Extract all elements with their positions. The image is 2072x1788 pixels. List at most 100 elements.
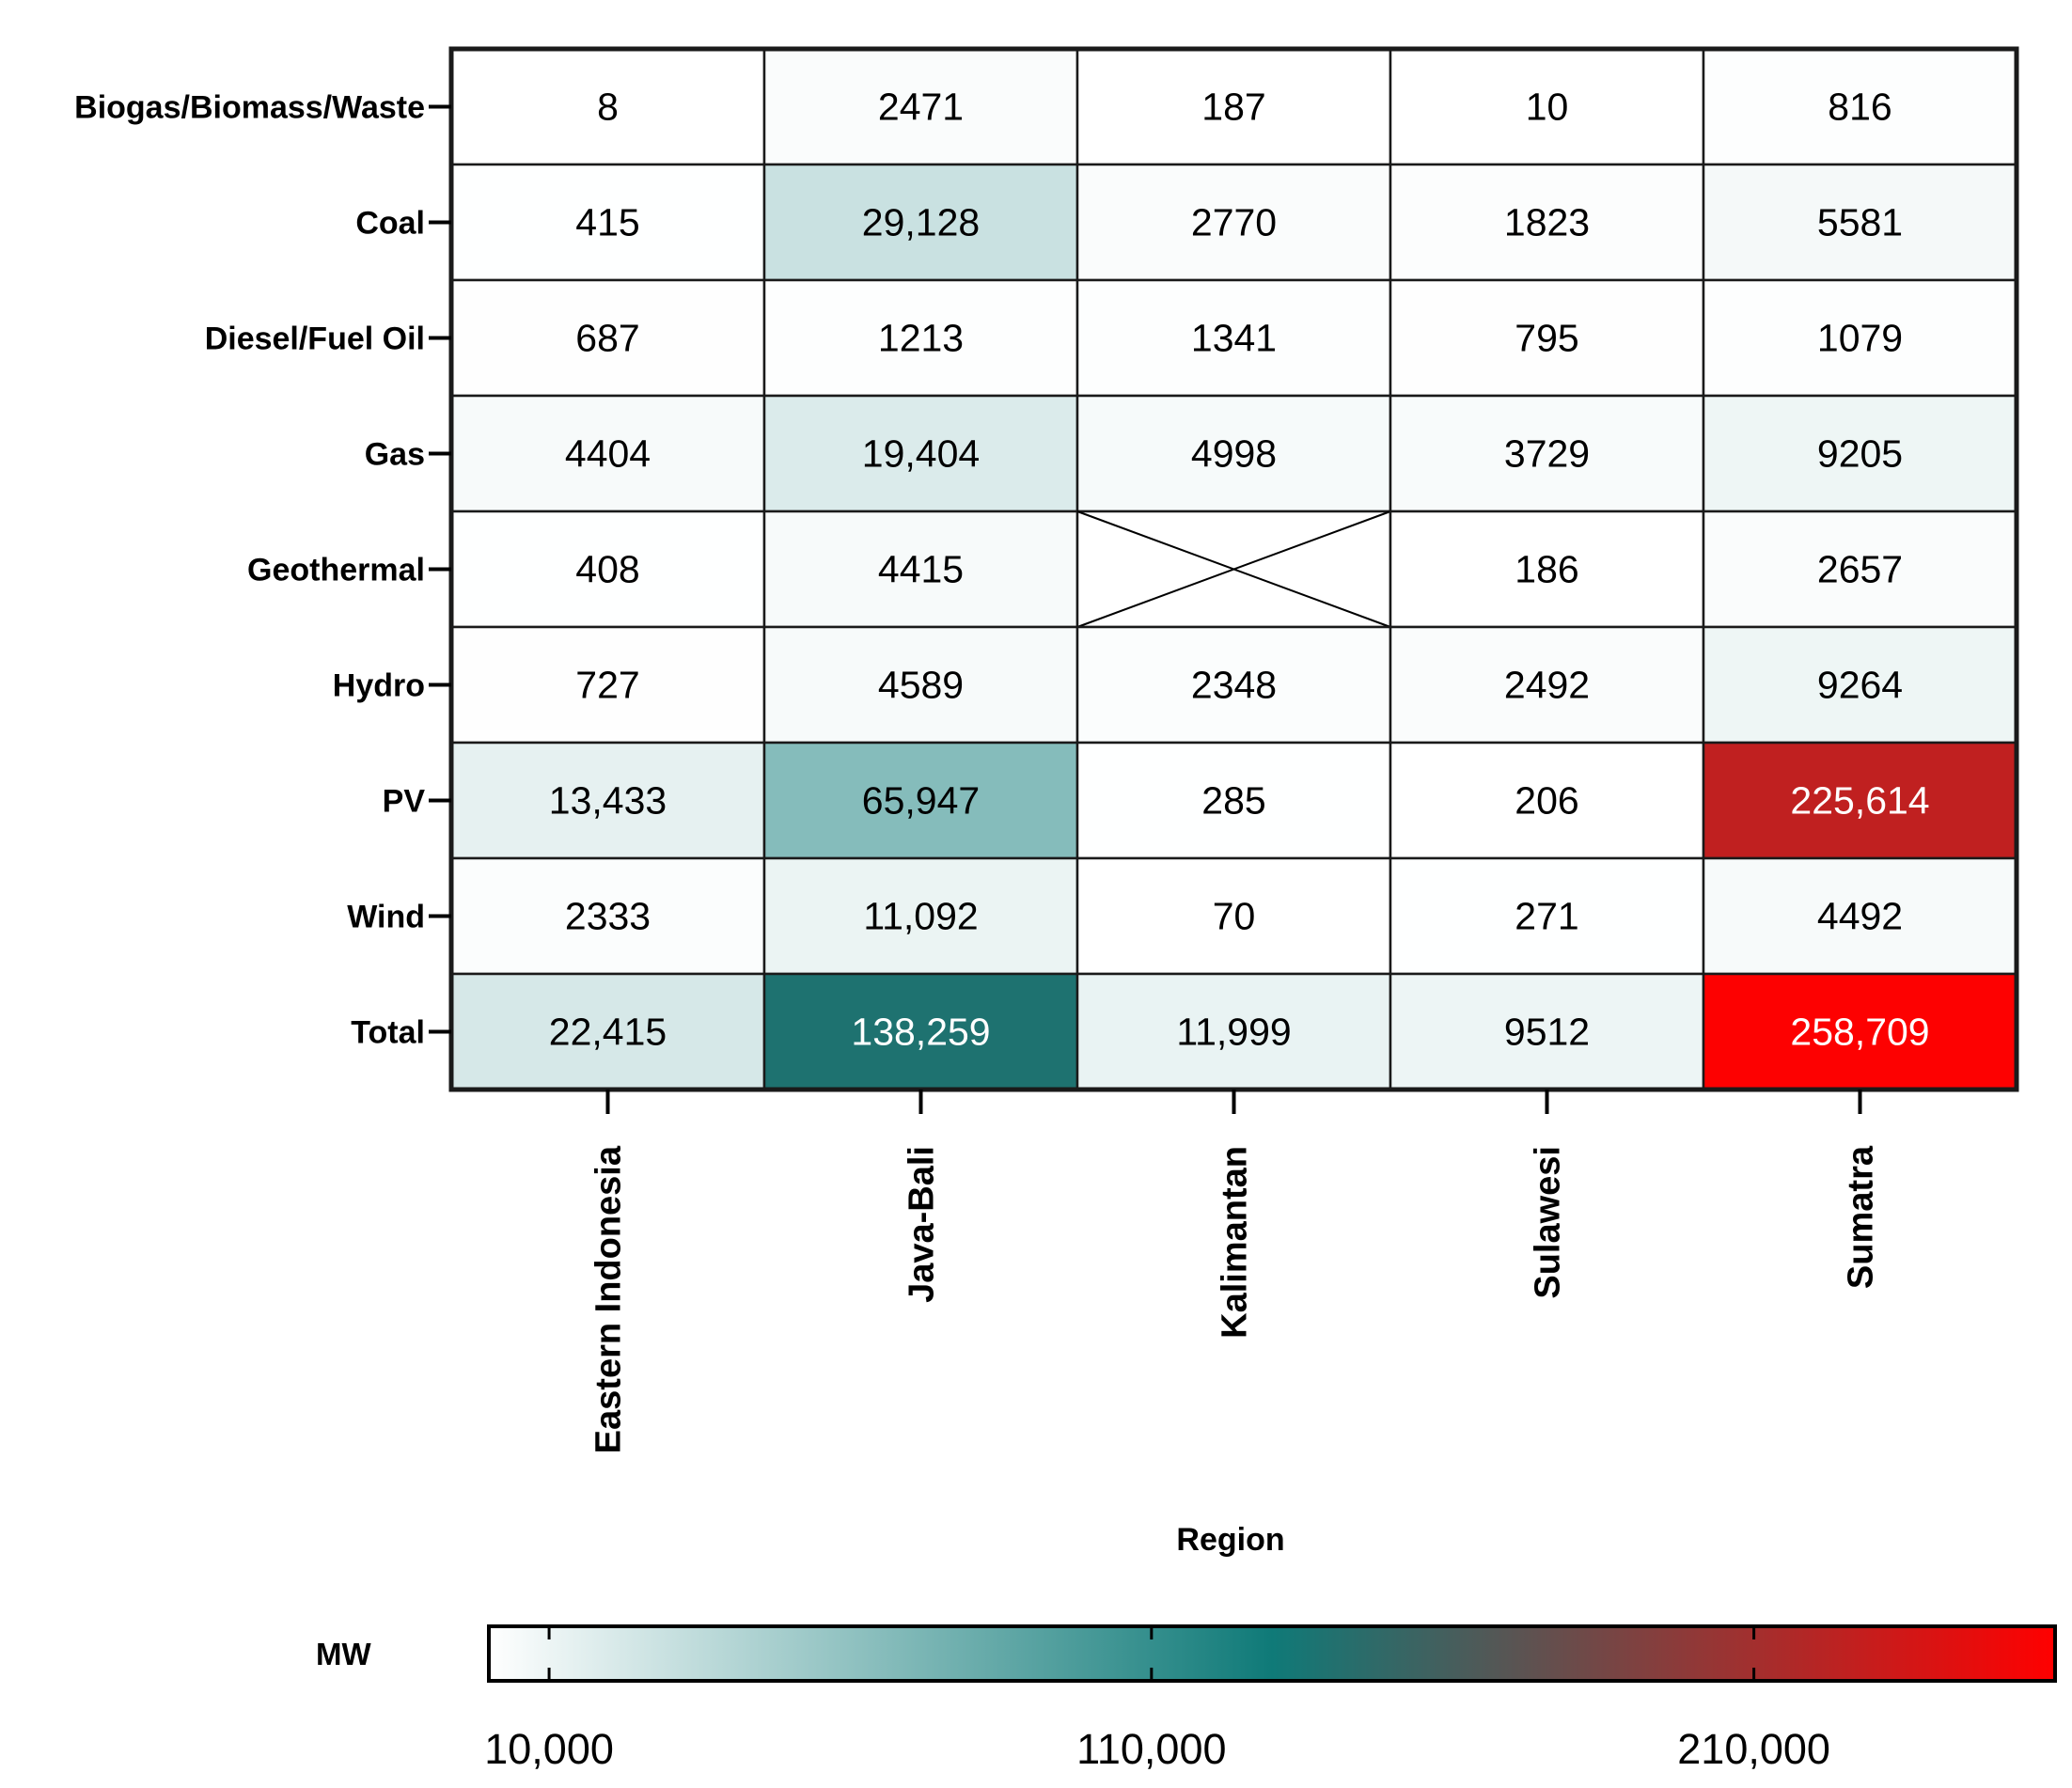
heatmap-cell: 2657 — [1702, 510, 2018, 629]
cell-value-label: 187 — [1201, 86, 1265, 129]
cell-value-label: 408 — [575, 548, 639, 591]
cell-value-label: 816 — [1828, 86, 1891, 129]
heatmap-cell: 415 — [449, 163, 766, 282]
heatmap-cell: 11,999 — [1075, 972, 1392, 1091]
cell-value-label: 5581 — [1817, 201, 1903, 244]
colorbar-tick-label: 210,000 — [1677, 1725, 1830, 1773]
heatmap-cell: 1341 — [1075, 278, 1392, 398]
cell-value-label: 225,614 — [1790, 779, 1929, 823]
cell-background — [449, 163, 766, 282]
cell-value-label: 687 — [575, 317, 639, 360]
cell-value-label: 10 — [1526, 86, 1569, 129]
y-tick-label: Hydro — [333, 668, 425, 704]
heatmap-cell: 225,614 — [1702, 741, 2018, 860]
heatmap-cell: 9205 — [1702, 394, 2018, 513]
cell-value-label: 2770 — [1191, 201, 1277, 244]
cell-background — [1702, 741, 2018, 860]
heatmap-cell: 271 — [1389, 856, 1705, 976]
y-tick-label: Geothermal — [247, 553, 425, 588]
heatmap-cell: 2348 — [1075, 625, 1392, 745]
cell-value-label: 186 — [1515, 548, 1578, 591]
colorbar-tick-label: 10,000 — [484, 1725, 614, 1773]
cell-value-label: 9205 — [1817, 432, 1903, 476]
heatmap-cell: 4998 — [1075, 394, 1392, 513]
heatmap-cell: 727 — [449, 625, 766, 745]
cell-background — [1389, 510, 1705, 629]
cell-value-label: 258,709 — [1790, 1011, 1929, 1054]
heatmap-cell: 2770 — [1075, 163, 1392, 282]
cell-background — [762, 47, 1079, 166]
cell-value-label: 4998 — [1191, 432, 1277, 476]
heatmap-cell: 4589 — [762, 625, 1079, 745]
colorbar-title: MW — [316, 1637, 371, 1671]
heatmap-cell: 19,404 — [762, 394, 1079, 513]
cell-value-label: 3729 — [1504, 432, 1590, 476]
cell-value-label: 9264 — [1817, 664, 1903, 707]
heatmap-cell: 795 — [1389, 278, 1705, 398]
cell-value-label: 2657 — [1817, 548, 1903, 591]
cell-background — [1075, 394, 1392, 513]
cell-value-label: 138,259 — [851, 1011, 990, 1054]
cell-value-label: 4589 — [878, 664, 964, 707]
cell-value-label: 11,092 — [863, 895, 978, 938]
cell-value-label: 4415 — [878, 548, 964, 591]
cell-value-label: 1213 — [878, 317, 964, 360]
heatmap-cell: 5581 — [1702, 163, 2018, 282]
cell-background — [1702, 625, 2018, 745]
heatmap-cell: 1079 — [1702, 278, 2018, 398]
cell-value-label: 9512 — [1504, 1011, 1590, 1054]
cell-value-label: 2348 — [1191, 664, 1277, 707]
heatmap-cell: 408 — [449, 510, 766, 629]
cell-background — [449, 510, 766, 629]
cell-background — [1702, 856, 2018, 976]
cell-background — [1389, 278, 1705, 398]
cell-background — [762, 394, 1079, 513]
cell-background — [1389, 972, 1705, 1091]
cell-background — [1075, 163, 1392, 282]
cell-background — [449, 972, 766, 1091]
y-axis: Biogas/Biomass/Waste Coal Diesel/Fuel Oil G… — [74, 90, 451, 1051]
y-tick-label: PV — [383, 784, 426, 820]
heatmap-cell: 186 — [1389, 510, 1705, 629]
colorbar-gradient — [487, 1624, 2057, 1683]
cell-background — [762, 972, 1079, 1091]
cell-value-label: 70 — [1213, 895, 1256, 938]
cell-value-label: 11,999 — [1176, 1011, 1291, 1054]
heatmap-cell: 687 — [449, 278, 766, 398]
colorbar-tick-label: 110,000 — [1076, 1725, 1226, 1773]
x-axis: Eastern Indonesia Java-Bali Kalimantan Sula… — [589, 1090, 1881, 1453]
y-tick-label: Diesel/Fuel Oil — [205, 322, 425, 357]
cell-value-label: 2333 — [565, 895, 651, 938]
cell-value-label: 13,433 — [549, 779, 667, 823]
heatmap-cell: 187 — [1075, 47, 1392, 166]
heatmap-cell: 70 — [1075, 856, 1392, 976]
x-tick-label: Java-Bali — [903, 1146, 942, 1303]
cell-background — [762, 510, 1079, 629]
y-tick-label: Gas — [365, 437, 425, 473]
heatmap-cells: 8 2471 187 10 816 415 29,128 2770 1823 5581 687 121… — [448, 46, 2019, 1092]
cell-value-label: 795 — [1515, 317, 1578, 360]
heatmap-cell: 3729 — [1389, 394, 1705, 513]
heatmap-cell — [1075, 510, 1392, 629]
cell-value-label: 22,415 — [549, 1011, 667, 1054]
heatmap-cell: 22,415 — [449, 972, 766, 1091]
cell-background — [1702, 394, 2018, 513]
heatmap-cell: 2492 — [1389, 625, 1705, 745]
x-tick-label: Kalimantan — [1216, 1146, 1255, 1339]
cell-value-label: 727 — [575, 664, 639, 707]
cell-value-label: 2492 — [1504, 664, 1590, 707]
cell-background — [762, 625, 1079, 745]
cell-value-label: 29,128 — [862, 201, 980, 244]
cell-background — [1702, 972, 2018, 1091]
heatmap-cell: 9264 — [1702, 625, 2018, 745]
cell-value-label: 206 — [1515, 779, 1578, 823]
heatmap-cell: 285 — [1075, 741, 1392, 860]
heatmap-cell: 1213 — [762, 278, 1079, 398]
cell-background — [1075, 741, 1392, 860]
heatmap-cell: 138,259 — [762, 972, 1079, 1091]
heatmap-cell: 9512 — [1389, 972, 1705, 1091]
heatmap-cell: 258,709 — [1702, 972, 2018, 1091]
x-tick-label: Eastern Indonesia — [589, 1145, 629, 1453]
missing-cross-line — [1076, 510, 1391, 628]
